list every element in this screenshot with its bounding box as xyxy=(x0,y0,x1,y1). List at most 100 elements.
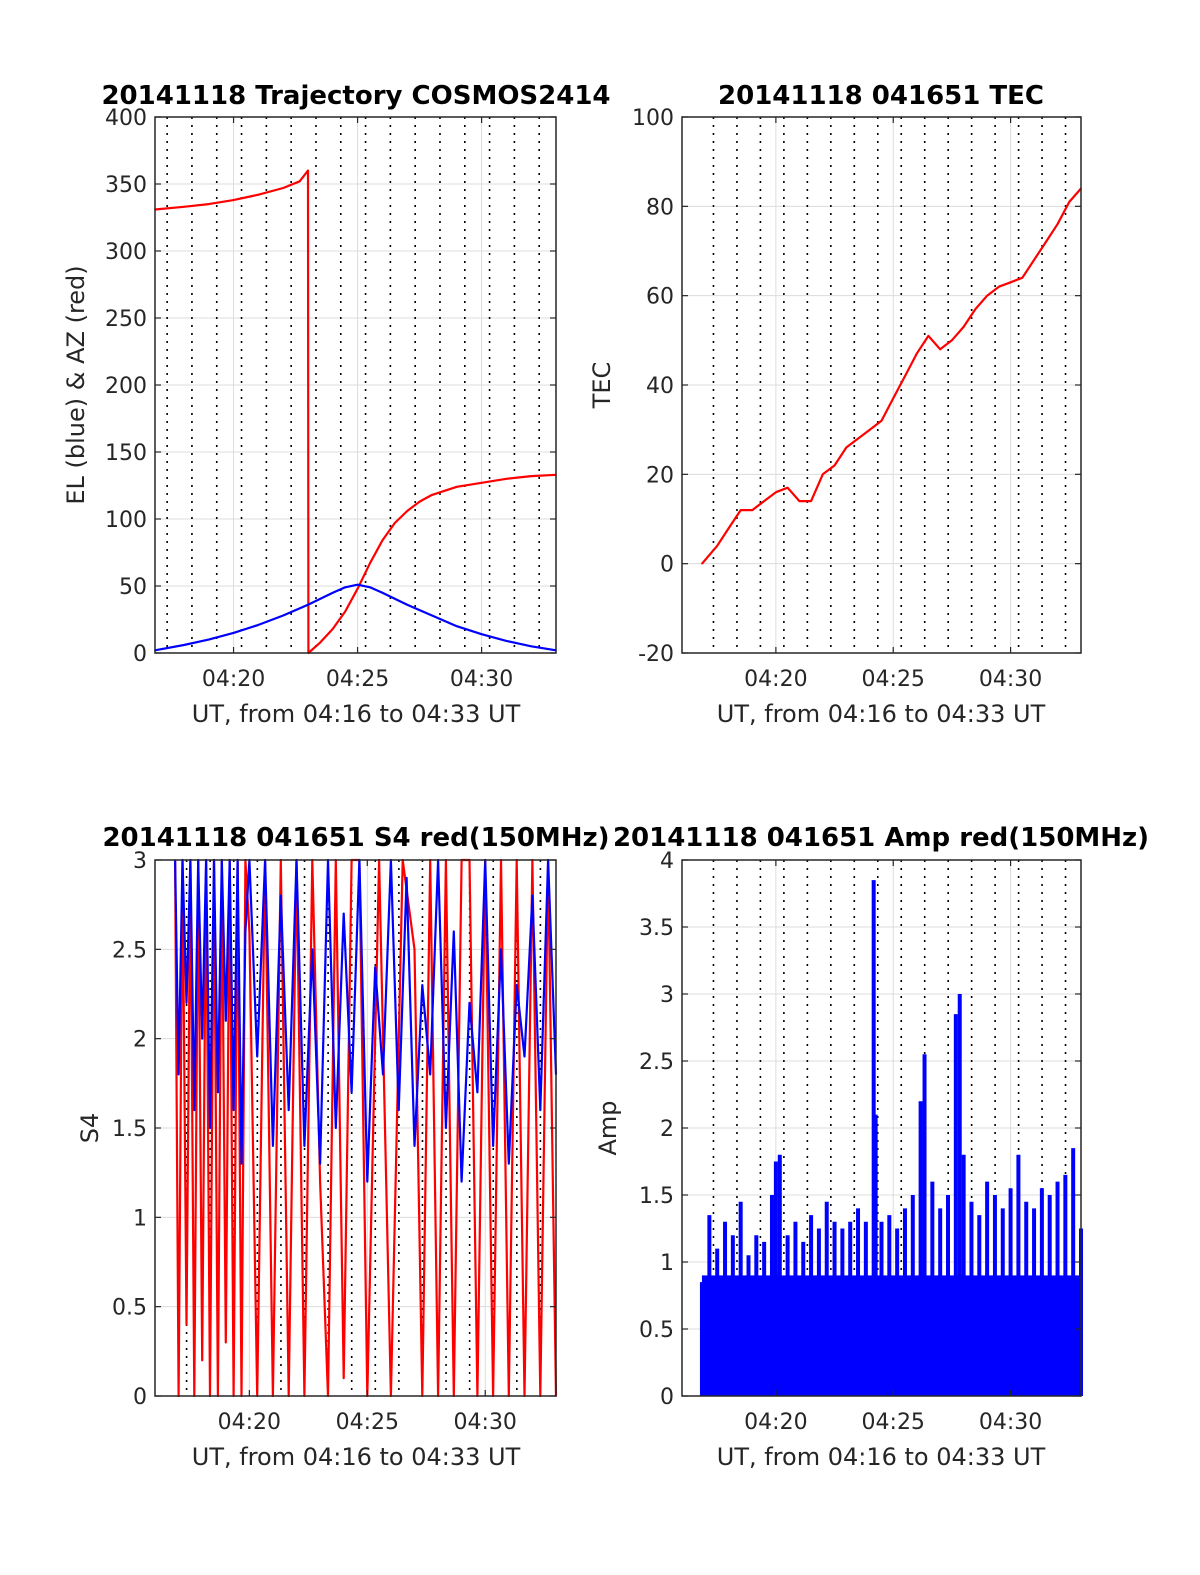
tec-point xyxy=(904,375,906,377)
s4-point xyxy=(374,966,376,968)
tec-y-tick-label: -20 xyxy=(638,642,674,667)
trajectory-y-label: EL (blue) & AZ (red) xyxy=(62,265,90,504)
trajectory-point xyxy=(480,633,483,636)
tec-point xyxy=(1056,223,1059,225)
s4-y-tick-label: 2 xyxy=(133,1028,147,1053)
trajectory-point xyxy=(307,603,309,606)
s4-x-label: UT, from 04:16 to 04:33 UT xyxy=(192,1443,521,1471)
trajectory-point xyxy=(431,494,433,496)
s4-point xyxy=(413,948,416,951)
trajectory-point xyxy=(381,591,384,594)
trajectory-point xyxy=(257,624,260,626)
tec-point xyxy=(939,348,941,351)
tec-point xyxy=(962,326,965,328)
s4-y-label: S4 xyxy=(76,1113,104,1144)
tec-y-tick-label: 100 xyxy=(632,106,674,131)
s4-plot-area: 0 0.5 1 1.5 2 2.5 3 04:20 04:25 04:30 xyxy=(112,849,558,1435)
amp-y-label: Amp xyxy=(594,1100,622,1155)
trajectory-point xyxy=(406,603,408,606)
s4-point xyxy=(185,1002,188,1004)
s4-point xyxy=(177,1073,180,1076)
s4-x-tick-label: 04:20 xyxy=(218,1410,281,1435)
s4-point xyxy=(193,1109,196,1111)
tec-point xyxy=(786,486,789,489)
amp-y-tick-label: 2 xyxy=(660,1117,674,1142)
tec-point xyxy=(810,500,812,502)
trajectory-x-tick-label: 04:25 xyxy=(326,667,389,692)
trajectory-y-tick-label: 100 xyxy=(105,508,147,533)
tec-point xyxy=(915,352,918,355)
s4-point xyxy=(397,1109,400,1111)
tec-x-tick-label: 04:20 xyxy=(744,667,807,692)
trajectory-point xyxy=(183,205,185,208)
trajectory-point xyxy=(344,586,346,589)
trajectory-point xyxy=(530,475,532,477)
tec-point xyxy=(716,545,719,547)
tec-point xyxy=(701,562,703,565)
trajectory-title: 20141118 Trajectory COSMOS2414 xyxy=(101,81,610,111)
tec-y-tick-label: 20 xyxy=(646,463,674,488)
trajectory-x-label: UT, from 04:16 to 04:33 UT xyxy=(192,700,521,728)
trajectory-y-tick-label: 350 xyxy=(105,173,147,198)
s4-point xyxy=(303,1145,306,1147)
s4-point xyxy=(452,930,455,933)
trajectory-y-tick-label: 300 xyxy=(105,240,147,265)
amp-y-tick-label: 3.5 xyxy=(639,916,674,941)
s4-point xyxy=(366,1180,369,1183)
amp-x-label: UT, from 04:16 to 04:33 UT xyxy=(717,1443,1046,1471)
s4-point xyxy=(240,1162,243,1165)
trajectory-y-tick-label: 150 xyxy=(105,441,147,466)
amp-y-tick-label: 0.5 xyxy=(639,1318,674,1343)
s4-point xyxy=(335,1127,337,1129)
tec-point xyxy=(1033,259,1035,261)
s4-point xyxy=(531,894,534,897)
trajectory-point xyxy=(505,640,508,642)
amp-y-tick-label: 2.5 xyxy=(639,1050,674,1075)
trajectory-point xyxy=(307,169,309,172)
tec-point xyxy=(986,294,988,297)
s4-point xyxy=(382,1073,384,1076)
s4-point xyxy=(287,1109,290,1111)
trajectory-y-tick-label: 200 xyxy=(105,374,147,399)
tec-point xyxy=(833,464,836,467)
amp-x-tick-label: 04:20 xyxy=(744,1410,807,1435)
trajectory-y-tick-label: 50 xyxy=(119,575,147,600)
s4-point xyxy=(468,1002,471,1004)
trajectory-point xyxy=(331,628,334,630)
s4-point xyxy=(460,1180,463,1183)
s4-point xyxy=(311,948,314,951)
s4-point xyxy=(342,912,345,915)
trajectory-point xyxy=(331,591,334,594)
s4-x-tick-label: 04:30 xyxy=(454,1410,517,1435)
trajectory-point xyxy=(282,187,284,189)
tec-point xyxy=(763,500,765,502)
tec-x-tick-label: 04:25 xyxy=(862,667,925,692)
s4-point xyxy=(515,984,518,986)
trajectory-point xyxy=(207,638,210,641)
tec-y-tick-label: 40 xyxy=(646,374,674,399)
s4-y-tick-label: 0.5 xyxy=(112,1296,147,1321)
tec-point xyxy=(868,428,871,431)
amp-plot-area: 0 0.5 1 1.5 2 2.5 3 3.5 4 04:20 04:25 04:30 xyxy=(639,849,1083,1435)
s4-point xyxy=(272,1145,274,1147)
tec-point xyxy=(1044,241,1047,243)
s4-point xyxy=(523,1055,526,1058)
s4-point xyxy=(224,1341,227,1344)
s4-point xyxy=(224,1020,227,1022)
trajectory-series-red xyxy=(154,169,557,655)
tec-point xyxy=(739,509,742,511)
s4-point xyxy=(185,1323,188,1326)
trajectory-point xyxy=(282,614,284,617)
amp-noise-fill xyxy=(701,1275,1081,1396)
trajectory-point xyxy=(319,641,322,644)
tec-y-tick-label: 80 xyxy=(646,195,674,220)
s4-point xyxy=(319,1162,321,1165)
tec-point xyxy=(751,509,754,511)
amp-y-tick-label: 1.5 xyxy=(639,1184,674,1209)
trajectory-point xyxy=(480,482,483,484)
amp-title: 20141118 041651 Amp red(150MHz) xyxy=(613,823,1149,853)
tec-y-label: TEC xyxy=(588,362,616,410)
trajectory-point xyxy=(232,199,235,201)
s4-point xyxy=(319,1180,321,1183)
